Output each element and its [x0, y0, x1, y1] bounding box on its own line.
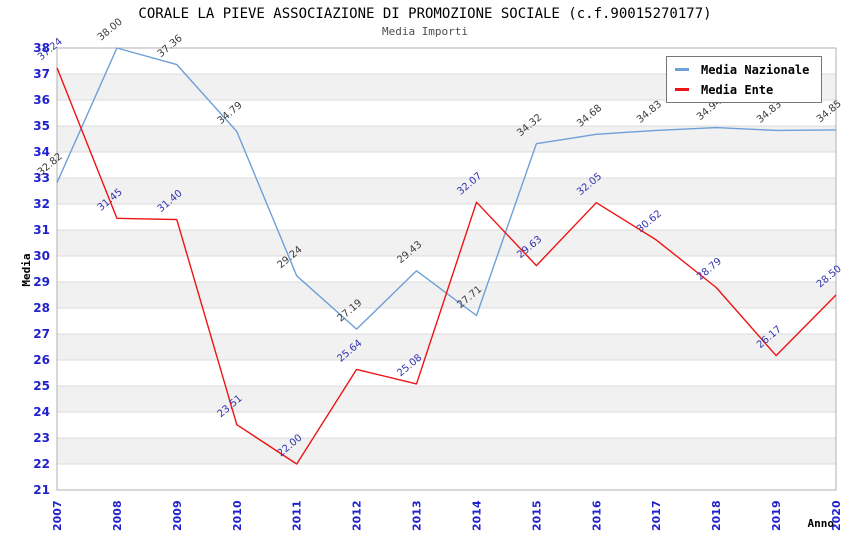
y-tick-label: 33: [33, 171, 50, 185]
legend-label-nazionale: Media Nazionale: [701, 62, 810, 77]
y-axis-title: Media: [20, 253, 33, 286]
x-tick-label: 2020: [830, 500, 843, 531]
grid-band: [57, 178, 836, 204]
series-line-media-ente: [56, 67, 837, 465]
y-tick-label: 34: [33, 145, 50, 159]
y-tick-label: 23: [33, 431, 50, 445]
y-tick-label: 27: [33, 327, 50, 341]
x-tick-label: 2011: [291, 500, 304, 531]
x-tick-label: 2012: [351, 500, 364, 531]
legend-item-media-ente: Media Ente: [675, 84, 821, 96]
data-label-media-ente: 28.79: [695, 256, 724, 283]
y-tick-label: 38: [33, 41, 50, 55]
y-tick-label: 37: [33, 67, 50, 81]
x-tick-label: 2008: [111, 500, 124, 531]
y-tick-label: 32: [33, 197, 50, 211]
x-tick-label: 2015: [530, 500, 543, 531]
x-tick-label: 2010: [231, 500, 244, 531]
y-tick-label: 21: [33, 483, 50, 497]
x-axis-title: Anno: [808, 517, 835, 530]
grid-band: [57, 334, 836, 360]
legend-swatch-nazionale-icon: [675, 68, 689, 71]
chart-subtitle: Media Importi: [381, 25, 469, 38]
x-tick-label: 2017: [650, 500, 663, 531]
y-tick-label: 22: [33, 457, 50, 471]
legend-item-media-nazionale: Media Nazionale: [675, 64, 821, 76]
plot-border: [56, 47, 837, 491]
data-label-media-nazionale: 37.36: [156, 33, 185, 60]
x-tick-label: 2009: [171, 500, 184, 531]
grid-band: [57, 230, 836, 256]
data-label-media-nazionale: 34.83: [635, 99, 664, 126]
legend-swatch-ente-icon: [675, 88, 689, 91]
grid-band: [57, 386, 836, 412]
legend-label-ente: Media Ente: [701, 82, 774, 97]
y-tick-label: 30: [33, 249, 50, 263]
y-tick-label: 28: [33, 301, 50, 315]
chart-title: CORALE LA PIEVE ASSOCIAZIONE DI PROMOZIO…: [138, 6, 712, 22]
legend: Media Nazionale Media Ente: [666, 56, 822, 103]
x-tick-label: 2014: [470, 500, 483, 531]
y-tick-label: 36: [33, 93, 50, 107]
x-tick-label: 2019: [770, 500, 783, 531]
y-tick-label: 25: [33, 379, 50, 393]
grid-band: [57, 438, 836, 464]
grid-band: [57, 126, 836, 152]
y-tick-label: 24: [33, 405, 50, 419]
x-tick-label: 2018: [710, 500, 723, 531]
y-tick-label: 31: [33, 223, 50, 237]
x-tick-label: 2016: [590, 500, 603, 531]
y-tick-label: 26: [33, 353, 50, 367]
data-label-media-nazionale: 38.00: [96, 16, 125, 43]
x-tick-label: 2007: [51, 500, 64, 531]
y-tick-label: 29: [33, 275, 50, 289]
x-tick-label: 2013: [411, 500, 424, 531]
y-tick-label: 35: [33, 119, 50, 133]
